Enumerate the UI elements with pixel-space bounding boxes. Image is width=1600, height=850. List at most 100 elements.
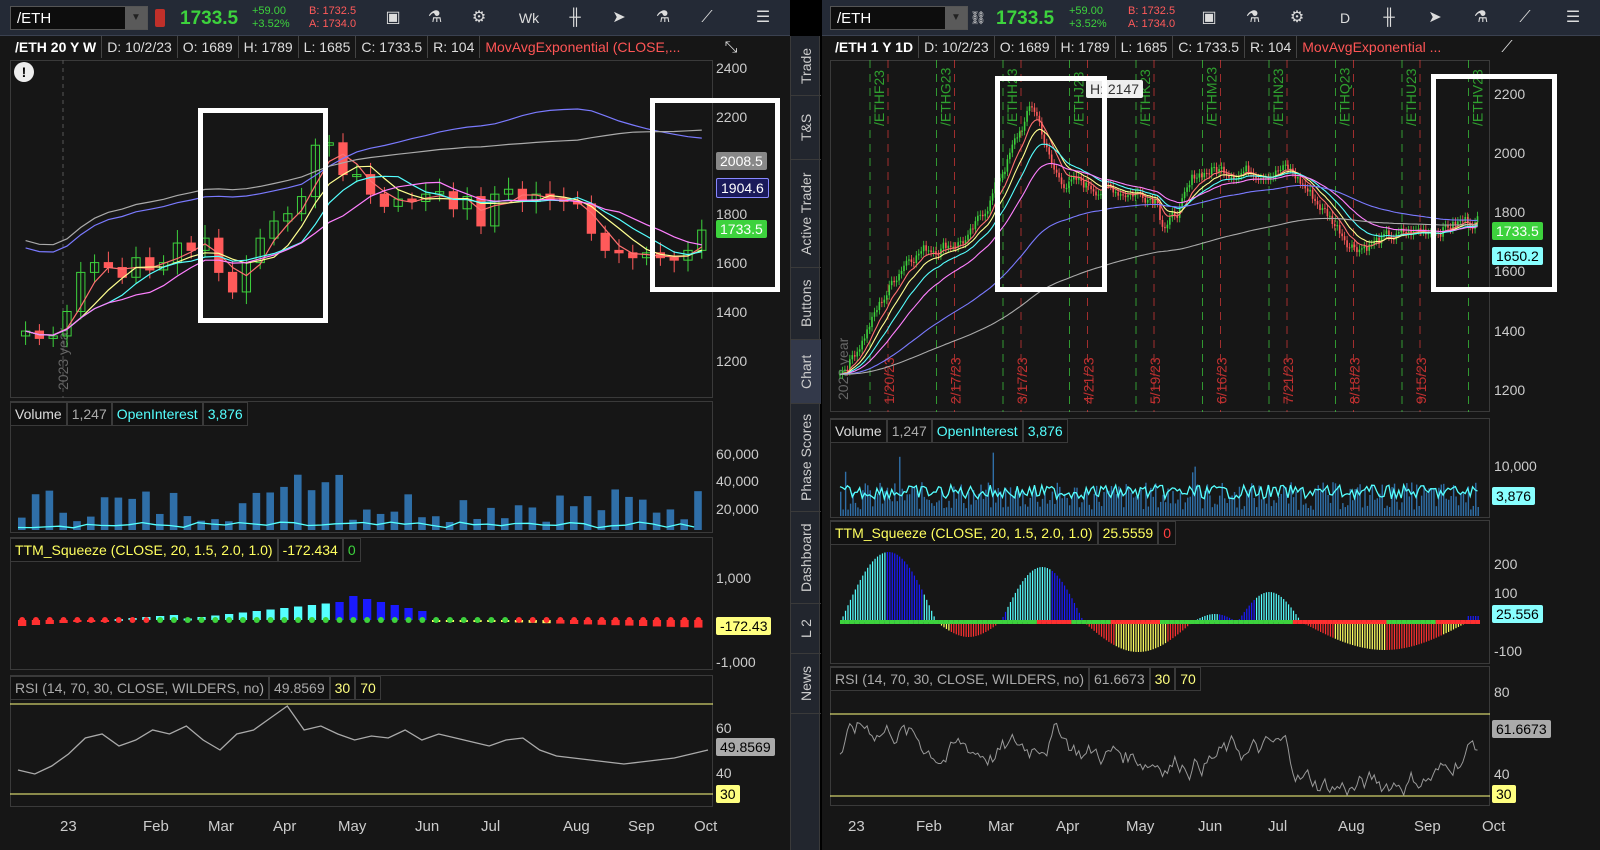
alert-icon[interactable]: ! — [14, 62, 34, 82]
candle — [979, 214, 982, 216]
drawing-icon[interactable]: ⚗ — [1473, 9, 1489, 26]
zoom-icon[interactable]: ⤡ — [724, 39, 738, 56]
candle — [1134, 194, 1137, 197]
chevron-down-icon[interactable]: ▼ — [125, 7, 147, 29]
volume-bar — [542, 521, 550, 530]
volume-bar — [1420, 495, 1423, 516]
studies-icon[interactable]: ⟋ — [701, 9, 713, 26]
right-price-axis-2200: 2200 — [1494, 86, 1526, 102]
candle — [868, 327, 871, 330]
volume-bar — [128, 498, 136, 530]
squeeze-bar — [867, 567, 869, 622]
volume-bar — [404, 494, 412, 530]
squeeze-dot — [1307, 620, 1313, 624]
squeeze-bar — [1297, 617, 1300, 622]
cursor-icon[interactable]: ➤ — [612, 9, 626, 26]
candle — [1370, 244, 1373, 246]
volume-bar — [1393, 483, 1396, 516]
squeeze-bar — [960, 622, 962, 637]
squeeze-bar — [1253, 600, 1255, 622]
left-vol-axis-40k: 40,000 — [716, 473, 759, 489]
style-icon[interactable]: ⟋ — [1501, 39, 1513, 56]
squeeze-dot — [1160, 620, 1165, 624]
right-timeframe-button[interactable]: D — [1339, 10, 1351, 26]
squeeze-dot — [1283, 620, 1288, 624]
tab-chart[interactable]: Chart — [791, 340, 821, 404]
left-x-may: May — [338, 818, 367, 835]
candle — [352, 174, 362, 178]
flask-icon[interactable]: ⚗ — [1245, 9, 1261, 26]
candle — [1201, 173, 1203, 178]
volume-bar — [1179, 492, 1182, 516]
flask-icon[interactable]: ⚗ — [427, 9, 443, 26]
squeeze-bar — [1342, 622, 1344, 642]
squeeze-dot — [1425, 620, 1431, 624]
left-info-study[interactable]: MovAvgExponential (CLOSE,... — [485, 39, 681, 55]
squeeze-bar — [376, 602, 386, 620]
squeeze-dot — [1041, 620, 1047, 624]
volume-bar — [953, 486, 955, 516]
candle-style-icon[interactable]: ╫ — [1383, 9, 1395, 26]
tab-buttons[interactable]: Buttons — [791, 268, 821, 340]
tab-trade[interactable]: Trade — [791, 36, 821, 96]
squeeze-dot — [239, 617, 246, 623]
candle-style-icon[interactable]: ╫ — [569, 9, 581, 26]
candle — [873, 312, 876, 317]
link-icon[interactable]: ⛓ — [969, 10, 987, 25]
squeeze-bar — [1470, 616, 1472, 622]
squeeze-dot — [1199, 620, 1205, 624]
volume-bar — [1078, 507, 1081, 516]
squeeze-bar — [1100, 622, 1103, 637]
right-info-study[interactable]: MovAvgExponential ... — [1302, 39, 1442, 55]
right-symbol-field[interactable]: /ETH ▼ — [830, 6, 968, 30]
squeeze-bar — [1388, 622, 1391, 650]
candle — [1082, 180, 1085, 188]
volume-bar — [1401, 502, 1403, 516]
left-timeframe-button[interactable]: Wk — [518, 10, 540, 26]
tab-active-trader[interactable]: Active Trader — [791, 160, 821, 268]
volume-bar — [904, 500, 906, 516]
tab-phase-scores[interactable]: Phase Scores — [791, 404, 821, 512]
squeeze-dot — [184, 617, 191, 623]
right-x-oct: Oct — [1482, 818, 1506, 835]
squeeze-dot — [1125, 620, 1131, 624]
squeeze-bar — [1027, 575, 1029, 622]
tab-dashboard[interactable]: Dashboard — [791, 512, 821, 604]
right-chart-window: /ETH ▼ ⛓ 1733.5 +59.00 +3.52% B: 1732.5 A: … — [822, 0, 1600, 850]
chevron-down-icon[interactable]: ▼ — [945, 7, 967, 29]
drawing-icon[interactable]: ⚗ — [655, 9, 671, 26]
tab-news[interactable]: News — [791, 654, 821, 714]
price-chart-icon[interactable]: ▣ — [1201, 9, 1217, 26]
gear-icon[interactable]: ⚙ — [471, 9, 487, 26]
volume-bar — [1115, 494, 1118, 516]
right-x-feb: Feb — [916, 818, 942, 835]
price-chart-icon[interactable]: ▣ — [385, 9, 401, 26]
candle — [1107, 183, 1110, 185]
squeeze-dot — [571, 617, 578, 623]
menu-icon[interactable]: ☰ — [755, 9, 771, 26]
volume-bar — [1088, 504, 1091, 516]
volume-bar — [1206, 484, 1209, 516]
candle — [1383, 233, 1385, 237]
squeeze-bar — [1452, 622, 1455, 630]
menu-icon[interactable]: ☰ — [1565, 9, 1581, 26]
left-symbol-field[interactable]: /ETH ▼ — [10, 6, 148, 30]
cursor-icon[interactable]: ➤ — [1428, 9, 1442, 26]
volume-bar — [1093, 493, 1095, 516]
squeeze-bar — [918, 584, 920, 622]
volume-bar — [1475, 482, 1477, 516]
volume-bar — [1241, 509, 1243, 516]
tab-time-and-sales[interactable]: T&S — [791, 96, 821, 160]
gear-icon[interactable]: ⚙ — [1289, 9, 1305, 26]
volume-bar — [1150, 487, 1152, 516]
squeeze-dot — [1145, 620, 1151, 624]
flag-icon[interactable] — [155, 9, 165, 27]
candle — [1338, 225, 1341, 234]
left-x-jun: Jun — [415, 818, 440, 835]
tab-level2[interactable]: L 2 — [791, 604, 821, 654]
squeeze-bar — [869, 564, 871, 622]
studies-icon[interactable]: ⟋ — [1519, 9, 1531, 26]
volume-bar — [252, 492, 261, 530]
left-squeeze-title: TTM_Squeeze (CLOSE, 20, 1.5, 2.0, 1.0) — [10, 538, 278, 562]
squeeze-bar — [948, 622, 950, 631]
